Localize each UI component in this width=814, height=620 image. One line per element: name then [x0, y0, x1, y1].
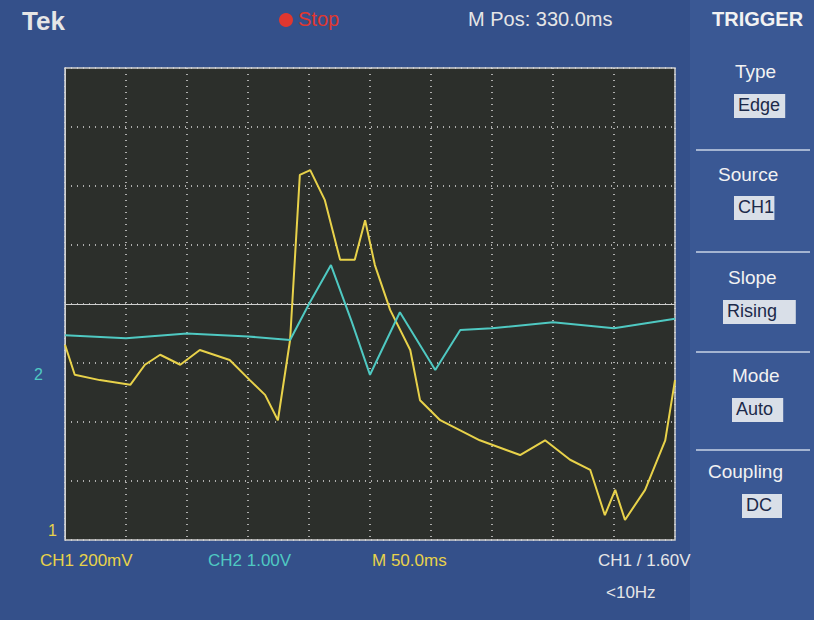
svg-text:M Pos: 330.0ms: M Pos: 330.0ms [468, 8, 613, 30]
svg-text:Mode: Mode [732, 365, 780, 386]
svg-text:CH1 / 1.60V: CH1 / 1.60V [598, 551, 691, 570]
svg-text:CH1: CH1 [738, 197, 774, 217]
svg-text:M 50.0ms: M 50.0ms [372, 551, 447, 570]
svg-text:Rising: Rising [727, 301, 777, 321]
svg-text:Coupling: Coupling [708, 461, 783, 482]
svg-text:<10Hz: <10Hz [606, 583, 656, 602]
svg-text:Slope: Slope [728, 267, 777, 288]
svg-text:1: 1 [48, 522, 57, 539]
svg-text:DC: DC [746, 495, 772, 515]
svg-text:Tek: Tek [22, 6, 65, 36]
svg-text:TRIGGER: TRIGGER [712, 8, 804, 30]
svg-text:Type: Type [735, 61, 776, 82]
svg-text:Edge: Edge [738, 95, 780, 115]
svg-text:2: 2 [34, 366, 43, 383]
svg-text:Auto: Auto [736, 399, 773, 419]
svg-text:CH2 1.00V: CH2 1.00V [208, 551, 292, 570]
svg-text:Stop: Stop [298, 8, 339, 30]
svg-text:CH1 200mV: CH1 200mV [40, 551, 133, 570]
svg-text:Source: Source [718, 164, 778, 185]
